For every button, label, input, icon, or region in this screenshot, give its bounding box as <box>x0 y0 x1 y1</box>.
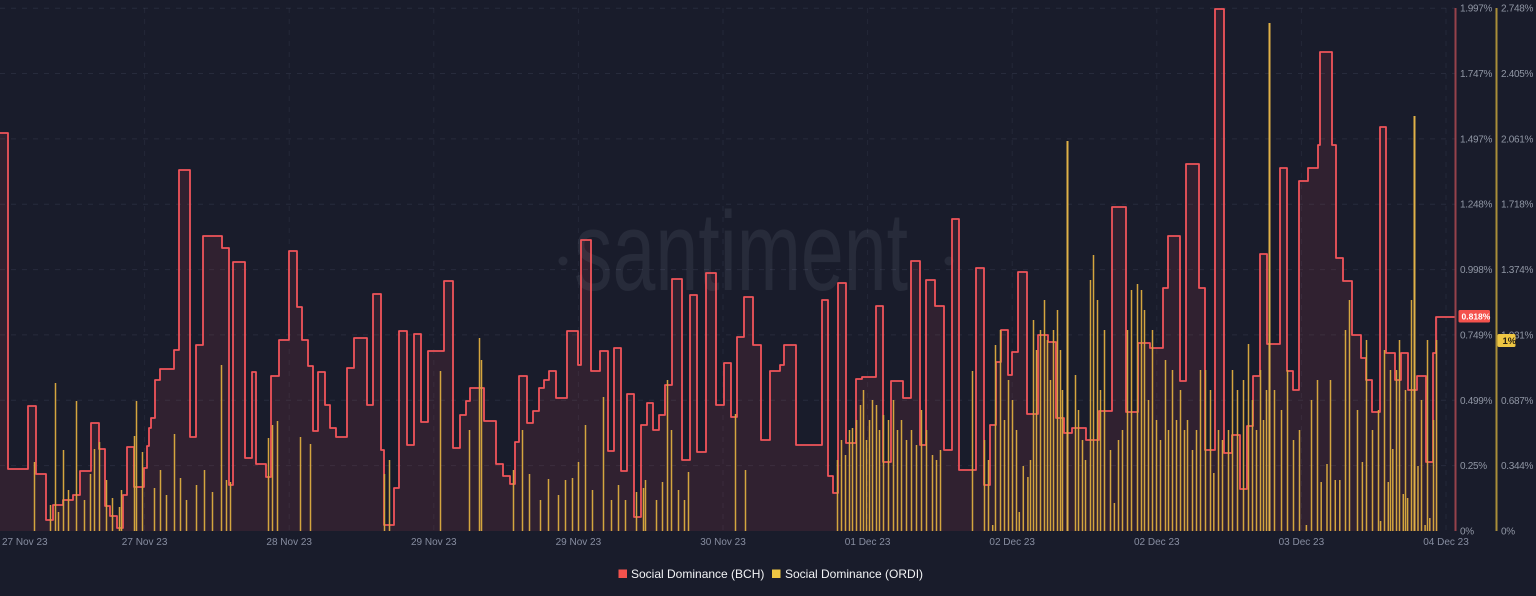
svg-text:0.344%: 0.344% <box>1501 461 1534 472</box>
svg-text:2.748%: 2.748% <box>1501 4 1534 15</box>
svg-text:0%: 0% <box>1501 527 1515 538</box>
svg-text:01 Dec 23: 01 Dec 23 <box>845 537 891 548</box>
svg-text:2.405%: 2.405% <box>1501 69 1534 80</box>
svg-text:30 Nov 23: 30 Nov 23 <box>700 537 746 548</box>
svg-text:1.031%: 1.031% <box>1501 330 1534 341</box>
svg-text:Social Dominance (ORDI): Social Dominance (ORDI) <box>785 567 923 581</box>
svg-text:0.687%: 0.687% <box>1501 396 1534 407</box>
svg-text:27 Nov 23: 27 Nov 23 <box>122 537 168 548</box>
svg-text:1.497%: 1.497% <box>1460 134 1493 145</box>
svg-text:0%: 0% <box>1460 527 1474 538</box>
svg-text:27 Nov 23: 27 Nov 23 <box>2 537 48 548</box>
svg-text:02 Dec 23: 02 Dec 23 <box>1134 537 1180 548</box>
svg-text:1.248%: 1.248% <box>1460 200 1493 211</box>
svg-text:0.25%: 0.25% <box>1460 461 1487 472</box>
svg-text:0.499%: 0.499% <box>1460 396 1493 407</box>
svg-text:0.749%: 0.749% <box>1460 330 1493 341</box>
svg-text:04 Dec 23: 04 Dec 23 <box>1423 537 1469 548</box>
svg-text:0.998%: 0.998% <box>1460 265 1493 276</box>
svg-text:1%: 1% <box>1503 336 1517 347</box>
svg-text:1.747%: 1.747% <box>1460 69 1493 80</box>
svg-text:29 Nov 23: 29 Nov 23 <box>556 537 602 548</box>
svg-text:02 Dec 23: 02 Dec 23 <box>989 537 1035 548</box>
svg-text:santiment: santiment <box>574 190 908 315</box>
svg-text:0.818%: 0.818% <box>1462 312 1491 322</box>
svg-text:1.374%: 1.374% <box>1501 265 1534 276</box>
svg-text:2.061%: 2.061% <box>1501 134 1534 145</box>
svg-text:1.718%: 1.718% <box>1501 200 1534 211</box>
svg-text:28 Nov 23: 28 Nov 23 <box>266 537 312 548</box>
svg-text:03 Dec 23: 03 Dec 23 <box>1279 537 1325 548</box>
svg-text:1.997%: 1.997% <box>1460 4 1493 15</box>
svg-text:Social Dominance (BCH): Social Dominance (BCH) <box>631 567 764 581</box>
svg-text:29 Nov 23: 29 Nov 23 <box>411 537 457 548</box>
